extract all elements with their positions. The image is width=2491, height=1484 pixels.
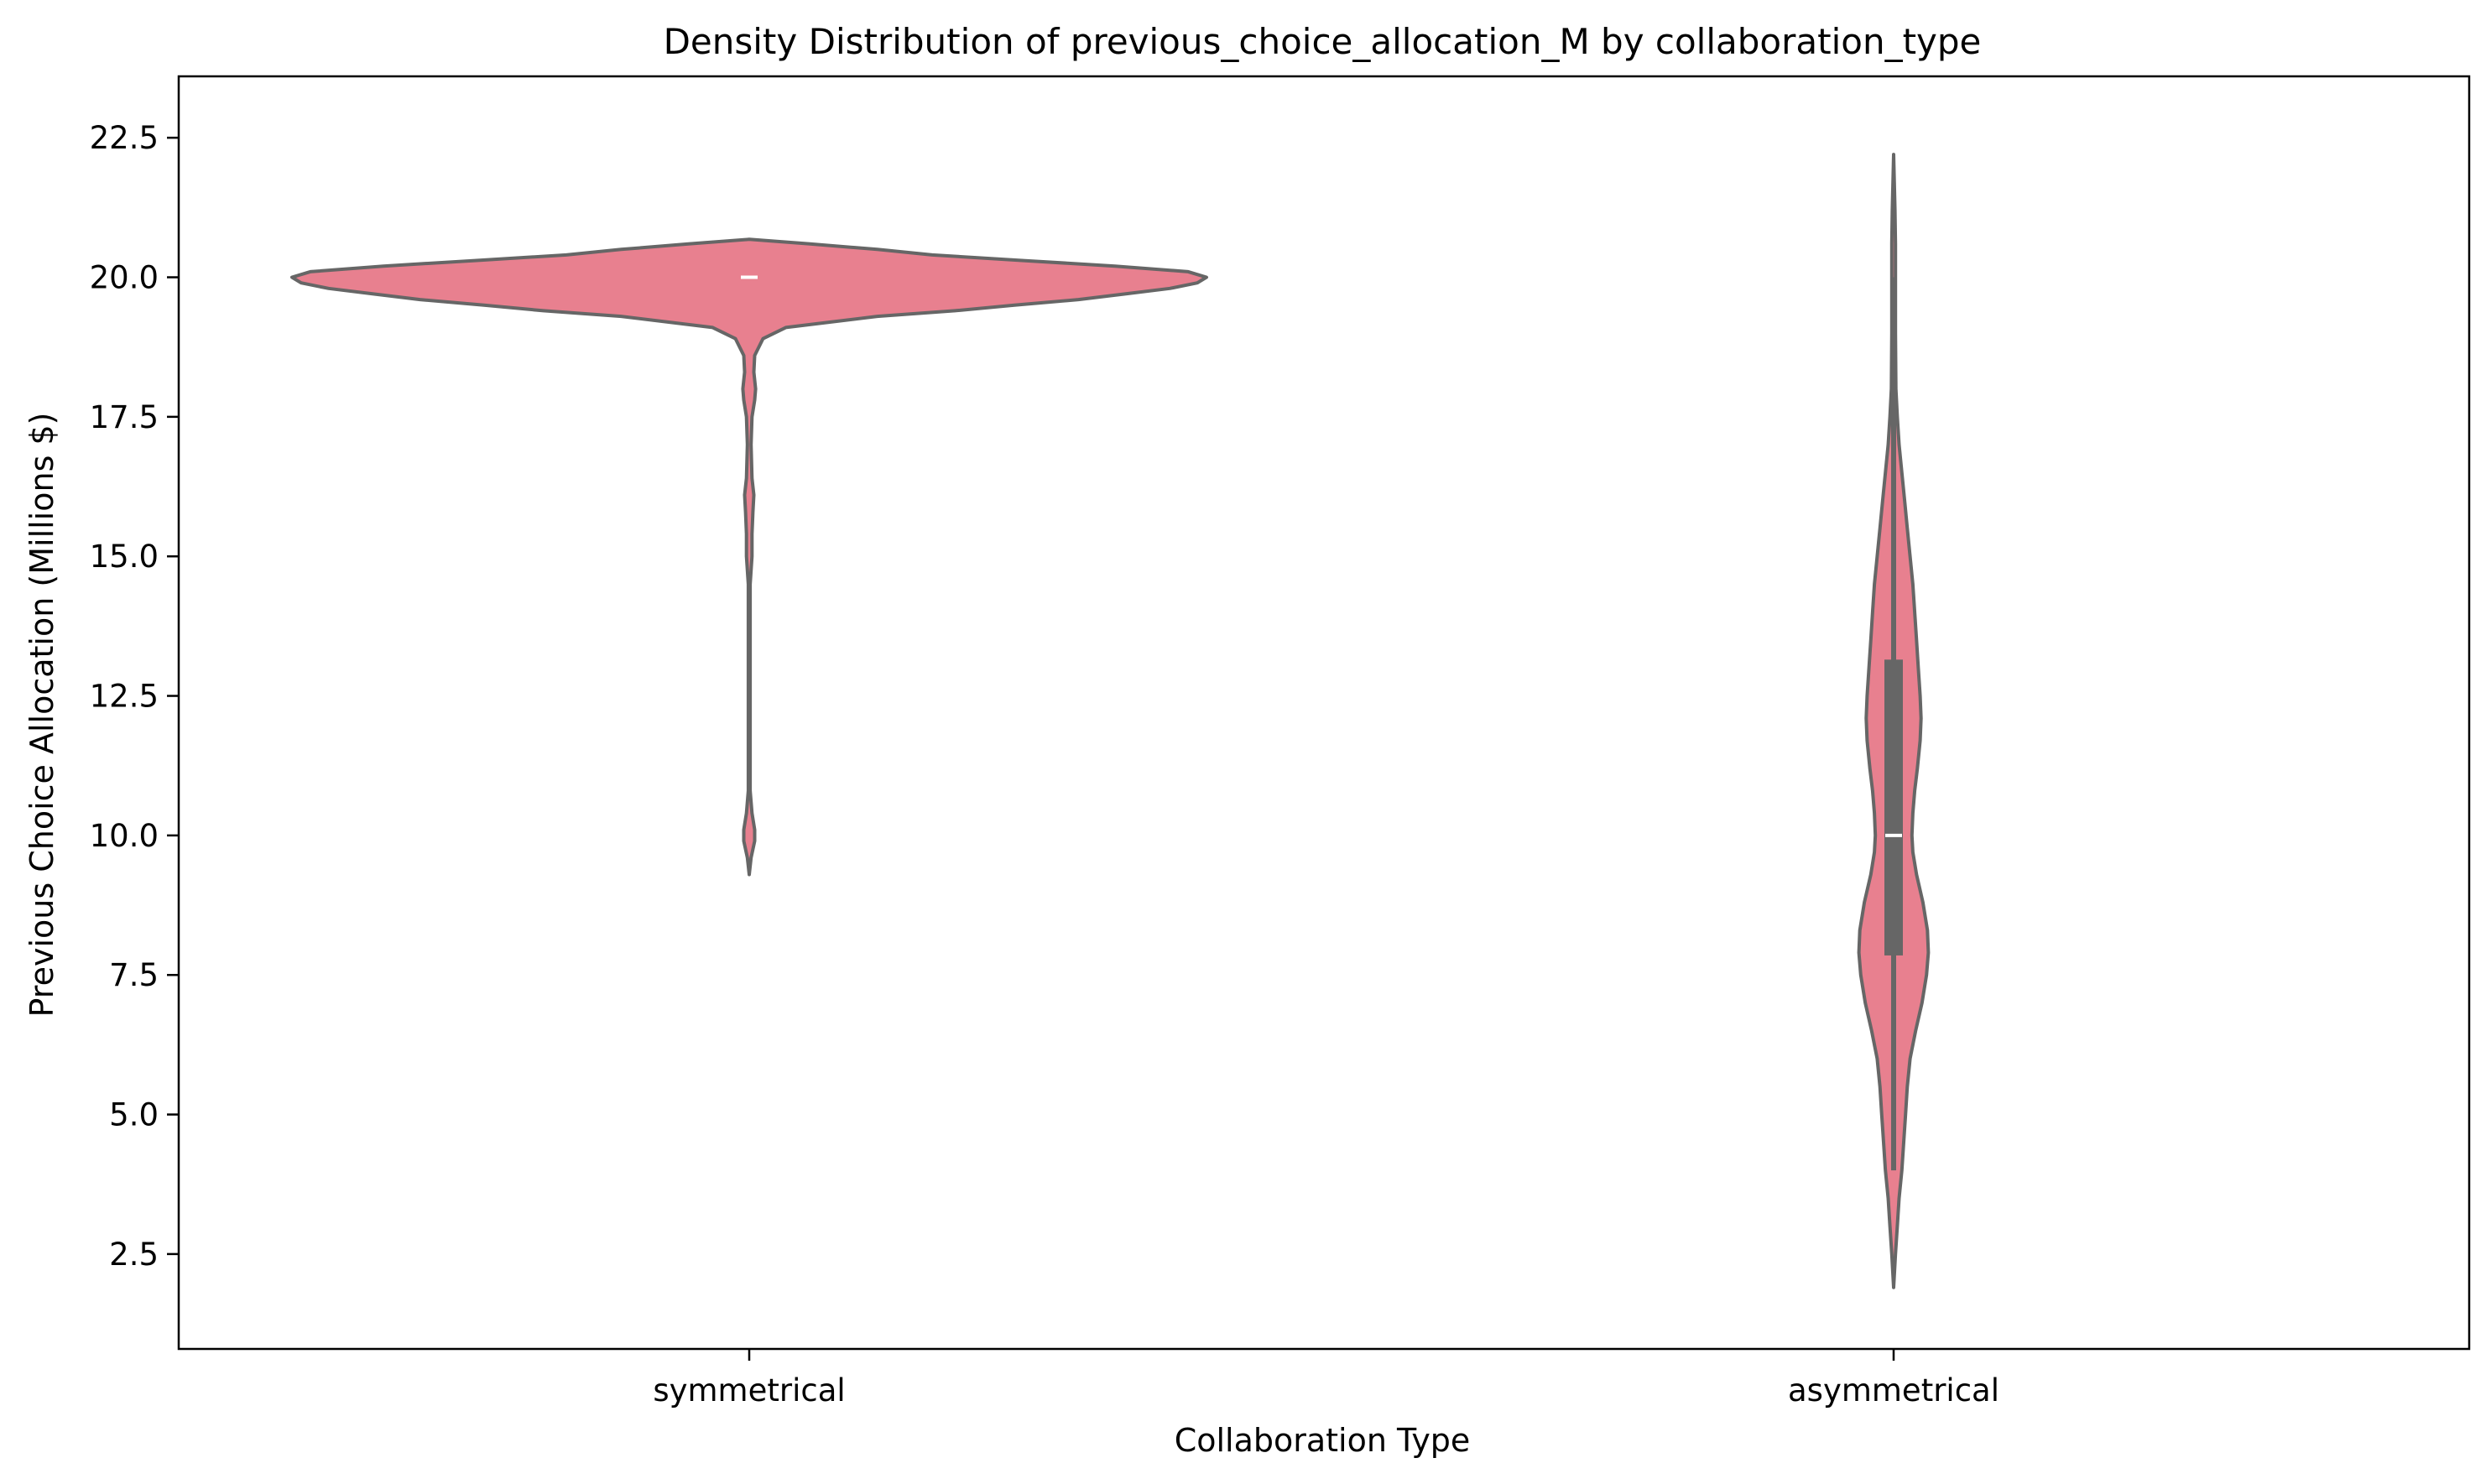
x-axis-label: Collaboration Type [1175,1422,1471,1459]
x-tick-label-asymmetrical: asymmetrical [1788,1372,1999,1408]
violin-layer [290,153,1931,1289]
y-axis-label: Previous Choice Allocation (Millions $) [23,413,60,1018]
y-tick-label: 2.5 [109,1237,159,1273]
violin-body-symmetrical [290,237,1208,877]
y-tick-label: 10.0 [90,818,159,854]
x-axis: symmetrical asymmetrical [653,1349,1999,1408]
y-tick-label: 20.0 [90,260,159,296]
chart-title: Density Distribution of previous_choice_… [664,21,1982,62]
y-tick-label: 7.5 [109,957,159,993]
violin-asymmetrical [1857,153,1931,1289]
plot-area-frame [177,75,2471,1351]
y-tick-label: 17.5 [90,399,159,435]
iqr-box-asymmetrical [1884,659,1903,955]
x-tick-label-symmetrical: symmetrical [653,1372,845,1408]
y-tick-label: 12.5 [90,679,159,715]
violin-symmetrical [290,237,1208,877]
y-axis: 2.5 5.0 7.5 10.0 12.5 15.0 17.5 20.0 22.5 [90,120,179,1273]
y-tick-label: 22.5 [90,120,159,156]
y-tick-label: 15.0 [90,539,159,575]
y-tick-label: 5.0 [109,1097,159,1133]
